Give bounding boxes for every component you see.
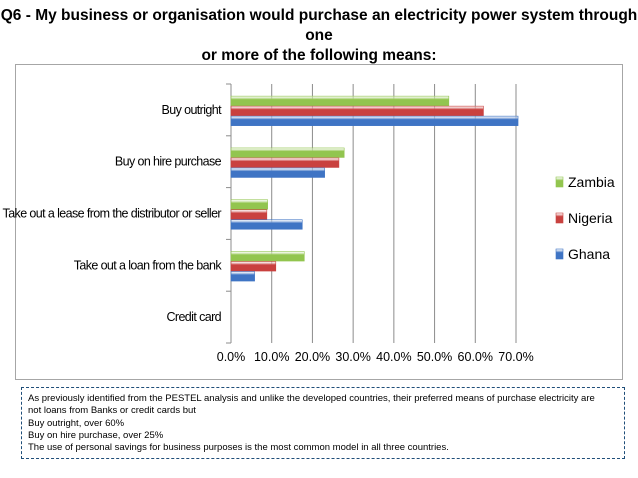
note-line-2: not loans from Banks or credit cards but [28, 405, 196, 417]
legend-swatch-nigeria [555, 212, 564, 224]
chart-title-line-1: Q6 - My business or organisation would p… [0, 7, 638, 44]
note-line-1: As previously identified from the PESTEL… [28, 393, 595, 404]
category-label-credit-card: Credit card [166, 310, 221, 324]
bar-ghana-buy-outright [230, 115, 519, 126]
bar-nigeria-take-out-a-lease-from-the-distributor-or-seller [230, 209, 268, 220]
bar-zambia-buy-outright [230, 95, 450, 106]
category-label-buy-outright: Buy outright [161, 103, 222, 117]
bar-zambia-take-out-a-lease-from-the-distributor-or-seller [230, 199, 268, 210]
chart-title-line-2: or more of the following means: [201, 47, 437, 64]
x-tick-label: 40.0% [376, 350, 411, 364]
bar-ghana-buy-on-hire-purchase [230, 167, 325, 178]
summary-note: As previously identified from the PESTEL… [21, 387, 625, 459]
x-tick-label: 70.0% [498, 350, 533, 364]
note-line-3: Buy outright, over 60% [28, 417, 125, 429]
legend-label-ghana: Ghana [568, 246, 610, 262]
category-label-take-out-a-lease-from-the-distributor-or-seller: Take out a lease from the distributor or… [3, 207, 222, 221]
chart-title: Q6 - My business or organisation would p… [0, 6, 638, 66]
x-tick-label: 60.0% [458, 350, 493, 364]
x-tick-label: 0.0% [217, 350, 246, 364]
x-tick-label: 20.0% [295, 350, 330, 364]
legend-swatch-ghana [555, 248, 564, 260]
bar-ghana-take-out-a-loan-from-the-bank [230, 271, 255, 282]
category-label-take-out-a-loan-from-the-bank: Take out a loan from the bank [74, 258, 223, 272]
x-tick-label: 50.0% [417, 350, 452, 364]
bar-zambia-take-out-a-loan-from-the-bank [230, 251, 305, 262]
x-tick-label: 30.0% [335, 350, 370, 364]
bar-zambia-buy-on-hire-purchase [230, 147, 345, 158]
legend-swatch-zambia [555, 176, 564, 188]
bar-nigeria-buy-outright [230, 105, 484, 116]
category-label-buy-on-hire-purchase: Buy on hire purchase [115, 155, 222, 169]
bar-nigeria-buy-on-hire-purchase [230, 157, 340, 168]
note-line-5: The use of personal savings for business… [28, 442, 449, 454]
x-tick-label: 10.0% [254, 350, 289, 364]
bar-ghana-take-out-a-lease-from-the-distributor-or-seller [230, 219, 303, 230]
legend-label-nigeria: Nigeria [568, 210, 613, 226]
bar-nigeria-take-out-a-loan-from-the-bank [230, 261, 277, 272]
legend-label-zambia: Zambia [568, 174, 615, 190]
note-line-4: Buy on hire purchase, over 25% [28, 429, 164, 441]
